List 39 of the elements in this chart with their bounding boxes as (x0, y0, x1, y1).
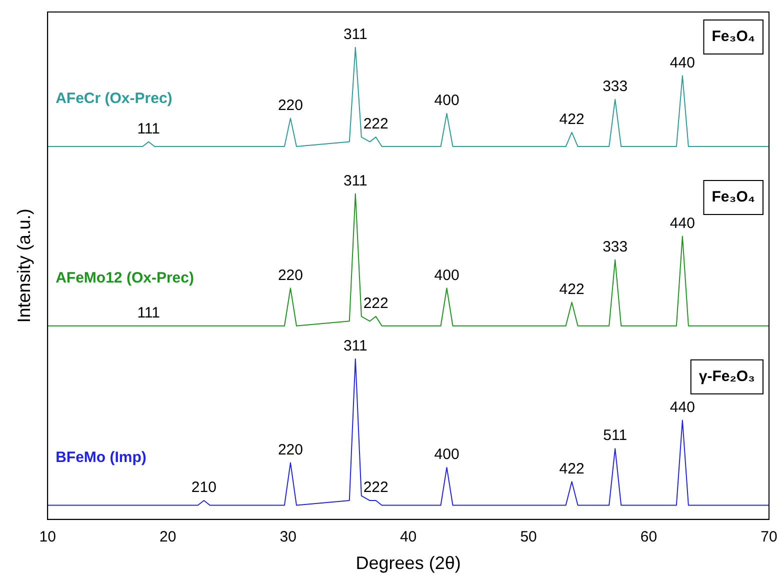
annotation: 400 (434, 92, 460, 110)
annotation: 422 (559, 111, 584, 128)
annotation: 220 (278, 441, 303, 458)
annotation: 311 (343, 338, 368, 355)
annotation: 333 (602, 78, 628, 95)
annotation: 440 (670, 214, 695, 232)
annotation: 440 (670, 54, 695, 72)
annotation: 440 (670, 398, 695, 416)
annotation: 222 (363, 295, 388, 312)
annotation: 111 (137, 120, 160, 138)
x-tick-label: 50 (520, 528, 537, 546)
annotation: 220 (278, 266, 303, 284)
annotation: 511 (603, 427, 628, 444)
x-tick-label: 40 (400, 528, 417, 546)
x-tick-label: 60 (640, 528, 658, 546)
annotation: Fe₃O₄ (712, 188, 756, 206)
annotation: 210 (191, 479, 216, 496)
x-axis-title: Degrees (2θ) (356, 553, 461, 574)
annotation: 311 (343, 172, 368, 190)
x-tick-label: 10 (39, 528, 56, 546)
annotation: 222 (363, 116, 388, 133)
y-axis-title: Intensity (a.u.) (14, 208, 34, 323)
annotation: 400 (434, 446, 460, 464)
annotation: 311 (343, 26, 368, 44)
text: Fe₃O₄ (712, 28, 756, 46)
annotation: 222 (363, 479, 388, 496)
text: BFeMo (Imp) (56, 448, 146, 466)
x-tick-label: 20 (159, 528, 176, 546)
annotation: 333 (602, 238, 628, 256)
annotation: 422 (559, 280, 584, 298)
x-tick-label: 70 (760, 528, 778, 546)
text: AFeMo12 (Ox-Prec) (56, 270, 194, 287)
x-tick-label: 30 (280, 528, 296, 546)
annotation: 422 (559, 460, 584, 478)
text: AFeCr (Ox-Prec) (56, 90, 172, 108)
annotation: 220 (278, 96, 303, 114)
annotation: γ-Fe₂O₃ (698, 368, 756, 386)
annotation: 400 (434, 266, 460, 284)
annotation: 111 (137, 304, 160, 322)
